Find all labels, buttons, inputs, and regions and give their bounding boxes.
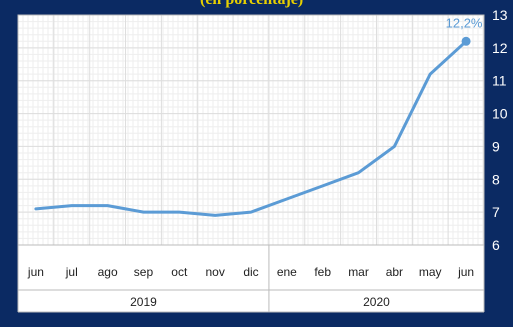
y-tick-label: 13 — [492, 7, 508, 23]
series-line — [34, 39, 468, 217]
year-label: 2019 — [130, 295, 157, 309]
y-tick-label: 9 — [492, 138, 500, 154]
y-tick-label: 10 — [492, 106, 508, 122]
x-tick-label: ene — [277, 265, 297, 279]
x-tick-label: dic — [243, 265, 258, 279]
x-tick-label: feb — [314, 265, 331, 279]
y-tick-label: 11 — [492, 73, 507, 89]
x-tick-label: abr — [386, 265, 403, 279]
x-tick-label: ago — [98, 265, 118, 279]
x-tick-label: oct — [171, 265, 188, 279]
y-tick-label: 12 — [492, 40, 508, 56]
header-fragment: (en porcentaje) — [200, 0, 303, 9]
series-end-point — [461, 36, 471, 46]
data-label-end: 12,2% — [446, 15, 483, 30]
x-tick-label: jun — [457, 265, 474, 279]
y-tick-label: 6 — [492, 237, 500, 253]
y-tick-label: 7 — [492, 204, 500, 220]
x-tick-label: may — [419, 265, 442, 279]
x-tick-label: mar — [348, 265, 369, 279]
plot-border — [17, 14, 485, 246]
x-tick-label: nov — [205, 265, 224, 279]
plot-background — [18, 15, 484, 312]
x-tick-label: jul — [65, 265, 78, 279]
x-tick-label: sep — [134, 265, 154, 279]
x-tick-label: jun — [27, 265, 44, 279]
y-tick-label: 8 — [492, 171, 500, 187]
year-label: 2020 — [363, 295, 390, 309]
